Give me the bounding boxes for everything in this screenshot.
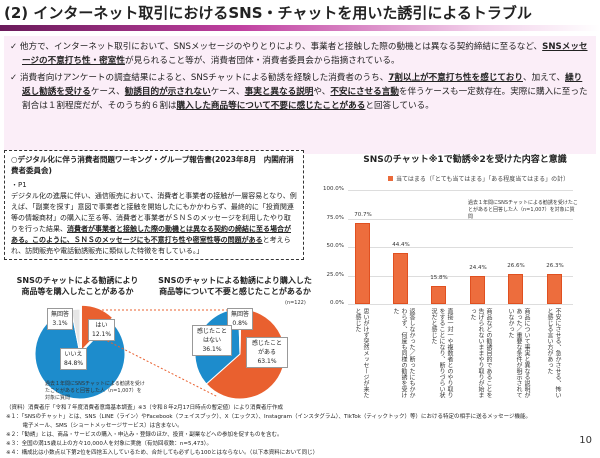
y-tick-label: 100.0% — [323, 186, 344, 192]
pie2-n: (n=122) — [285, 300, 306, 306]
quote-heading: ○デジタル化に伴う消費者問題ワーキング・グループ報告書(2023年8月 内閣府消… — [11, 155, 294, 175]
bar-chart-note: 過去１年間にSNSチャットによる勧誘を受けたことがあると回答した人（n=1,00… — [468, 200, 578, 220]
gridline — [348, 190, 573, 191]
quote-text: デジタル化の進展に伴い、通信販売において、消費者と事業者の接触が一層容易となり、… — [11, 192, 297, 255]
pie1-label-no: いいえ 84.8% — [60, 348, 88, 370]
x-category-label: 直接一対一や複数者とのやり取りをすることになり、断りづらい状況だと感じた — [430, 308, 453, 398]
gridline — [348, 275, 573, 277]
y-tick-label: 75.0% — [326, 214, 344, 221]
pie2-title: SNSのチャットによる勧誘により購入した商品等について不要と感じたことがあるか — [158, 276, 312, 296]
gridline — [348, 218, 573, 220]
x-category-label: 不安にさせる、急かさせる、怖いと感じる言い方があった — [546, 308, 561, 398]
pie2-label-yes: 感じたことがある 63.1% — [246, 337, 288, 368]
bar — [431, 285, 446, 304]
pie1-label-noanswer: 無回答 3.1% — [47, 308, 74, 330]
x-category-label: 思いがけず突然メッセージが来たと感じた — [354, 308, 369, 398]
page-number: 10 — [579, 435, 592, 446]
pie1-title: SNSのチャットによる勧誘により 商品等を購入したことがあるか — [16, 276, 139, 296]
data-label: 70.7% — [354, 212, 372, 219]
y-tick-label: 50.0% — [326, 243, 344, 249]
data-label: 15.8% — [430, 274, 448, 281]
data-label: 26.6% — [507, 262, 525, 269]
y-tick-label: 0.0% — [330, 300, 344, 306]
y-tick-label: 25.0% — [326, 271, 344, 278]
bar — [355, 223, 370, 304]
summary-point-1: ✓ 他方で、インターネット取引において、SNSメッセージのやりとりにより、事業者… — [10, 42, 588, 66]
footnote: （資料）消費者庁「令和７年度消費者意識基本調査」※3（令和８年2月17日時点の暫… — [6, 405, 283, 411]
data-label: 24.4% — [469, 265, 487, 272]
legend-swatch — [388, 176, 393, 181]
gridline — [348, 247, 573, 248]
report-quote-box: ○デジタル化に伴う消費者問題ワーキング・グループ報告書(2023年8月 内閣府消… — [4, 150, 304, 260]
bar — [393, 253, 408, 304]
connector-line-bottom — [85, 329, 219, 398]
footnote: ※４：構成比は小数点以下第2位を四捨五入しているため、合計しても必ずしも100と… — [6, 450, 319, 456]
bar-chart-legend: 当てはまる（「とても当てはまる」「ある程度当てはまる」の計） — [388, 174, 569, 183]
bar — [508, 273, 523, 304]
pie1-note: 過去１年間にSNSチャットによる勧誘を受けたことがあると回答した人（n=1,00… — [45, 381, 145, 401]
summary-box: ✓ 他方で、インターネット取引において、SNSメッセージのやりとりにより、事業者… — [4, 36, 596, 154]
bar — [470, 276, 485, 304]
data-label: 44.4% — [392, 242, 410, 249]
pie2-label-no: 感じたことはない 36.1% — [192, 325, 232, 356]
footnote: 電子メール、SMS（ショートメッセージサービス）は含まない。 — [6, 423, 183, 429]
pie-slice — [205, 308, 286, 400]
x-category-label: 商品について事実と異なる説明があった／重要な条件が明示されていなかった — [507, 308, 530, 398]
title-underline — [0, 25, 600, 31]
gridline — [348, 304, 573, 305]
pie2-label-noanswer: 無回答 0.8% — [227, 308, 254, 330]
pie1-label-yes: はい 12.1% — [88, 319, 116, 341]
quote-page: ・P1 — [11, 181, 27, 189]
page-title: (2) インターネット取引におけるSNS・チャットを用いた誘引によるトラブル — [4, 4, 532, 22]
bar — [547, 274, 562, 304]
summary-point-2: ✓ 消費者向けアンケートの調査結果によると、SNSチャットによる勧誘を経験した消… — [10, 73, 588, 111]
x-category-label: 商品などの勧誘目的であることを告げられないままやり取りが始まった — [469, 308, 492, 398]
footnote: ※２：「勧誘」とは、商品・サービスの購入・申込み・登録のほか、投資・副業などへの… — [6, 432, 283, 438]
footnote: ※１：「SNSのチャット」とは、SNS（LINE（ライン）やFacebook（フ… — [6, 414, 531, 420]
x-category-label: 返答しなかった／断ったにもかかわらず、何度も同様の勧誘を受けた — [392, 308, 415, 398]
data-label: 26.3% — [546, 263, 564, 270]
footnote: ※３：全国の満15歳以上の方々10,000人を対象に実施（有効回収数：n=5,4… — [6, 441, 212, 447]
bar-chart-title: SNSのチャット※1で勧誘※2を受けた内容と意識 — [363, 155, 567, 165]
